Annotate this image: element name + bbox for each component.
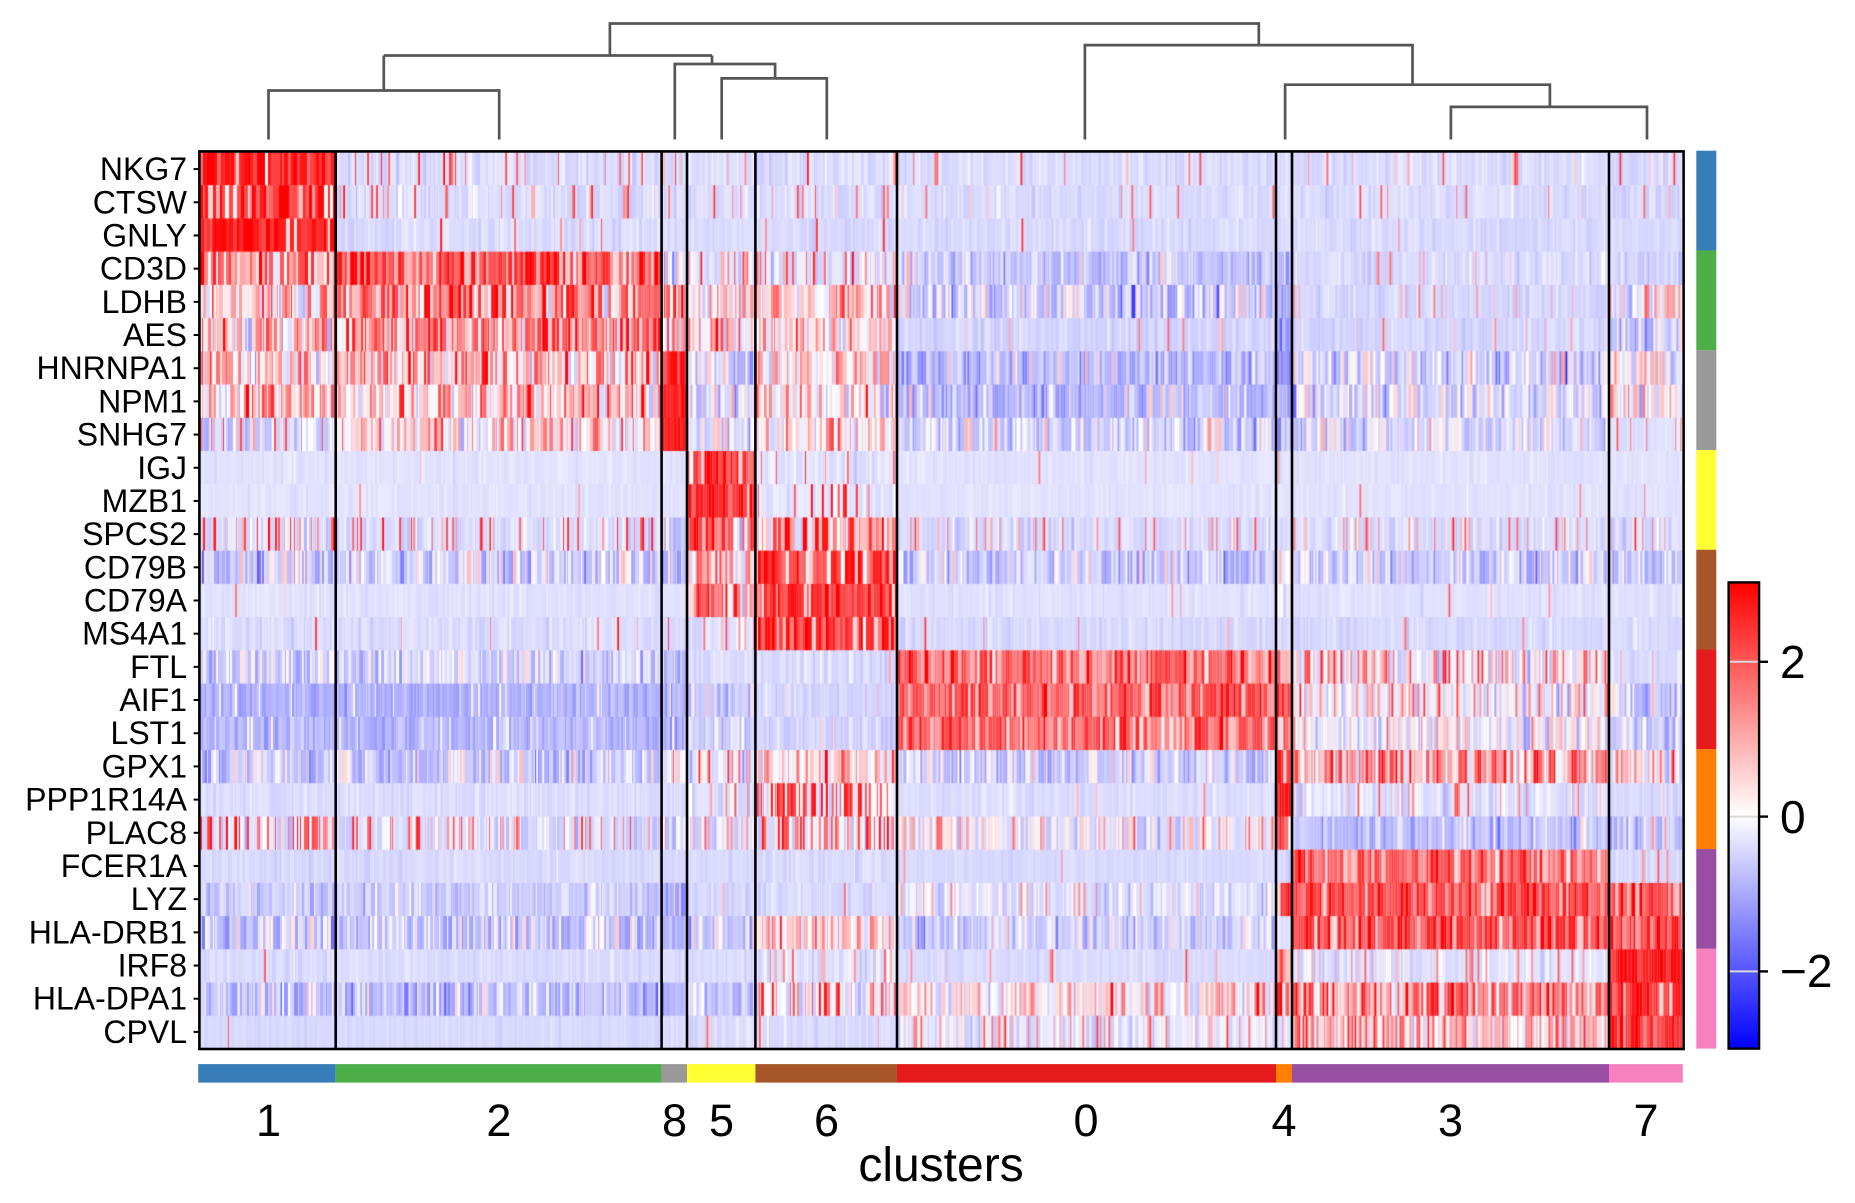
svg-text:HLA-DPA1: HLA-DPA1	[33, 981, 187, 1017]
svg-text:8: 8	[662, 1095, 687, 1146]
svg-text:PLAC8: PLAC8	[86, 815, 187, 851]
svg-text:GPX1: GPX1	[102, 748, 187, 784]
svg-text:CD79A: CD79A	[84, 583, 188, 619]
svg-text:0: 0	[1780, 791, 1806, 843]
svg-text:NPM1: NPM1	[98, 383, 187, 419]
svg-text:clusters: clusters	[858, 1139, 1023, 1192]
svg-text:FCER1A: FCER1A	[61, 848, 188, 884]
svg-text:PPP1R14A: PPP1R14A	[25, 782, 188, 818]
svg-text:−2: −2	[1780, 945, 1832, 997]
svg-text:7: 7	[1633, 1095, 1658, 1146]
svg-text:4: 4	[1271, 1095, 1296, 1146]
svg-text:NKG7: NKG7	[100, 151, 187, 187]
svg-text:2: 2	[1780, 636, 1806, 688]
svg-text:GNLY: GNLY	[102, 217, 187, 253]
svg-text:SNHG7: SNHG7	[77, 417, 187, 453]
svg-text:IRF8: IRF8	[118, 948, 187, 984]
svg-text:LST1: LST1	[111, 715, 187, 751]
svg-text:MS4A1: MS4A1	[82, 616, 187, 652]
svg-text:3: 3	[1438, 1095, 1463, 1146]
svg-text:CD3D: CD3D	[100, 251, 187, 287]
svg-text:CTSW: CTSW	[93, 184, 188, 220]
svg-text:6: 6	[814, 1095, 839, 1146]
svg-text:1: 1	[256, 1095, 281, 1146]
svg-text:FTL: FTL	[130, 649, 187, 685]
svg-text:HLA-DRB1: HLA-DRB1	[29, 914, 187, 950]
svg-text:CPVL: CPVL	[103, 1014, 187, 1050]
svg-text:AIF1: AIF1	[119, 682, 187, 718]
svg-text:5: 5	[709, 1095, 734, 1146]
svg-text:LDHB: LDHB	[102, 284, 187, 320]
svg-text:CD79B: CD79B	[84, 549, 187, 585]
svg-text:AES: AES	[123, 317, 187, 353]
svg-text:2: 2	[486, 1095, 511, 1146]
svg-text:MZB1: MZB1	[102, 483, 187, 519]
svg-text:0: 0	[1073, 1095, 1098, 1146]
svg-text:LYZ: LYZ	[131, 881, 187, 917]
svg-text:HNRNPA1: HNRNPA1	[36, 350, 187, 386]
svg-text:IGJ: IGJ	[137, 450, 187, 486]
svg-text:SPCS2: SPCS2	[82, 516, 187, 552]
